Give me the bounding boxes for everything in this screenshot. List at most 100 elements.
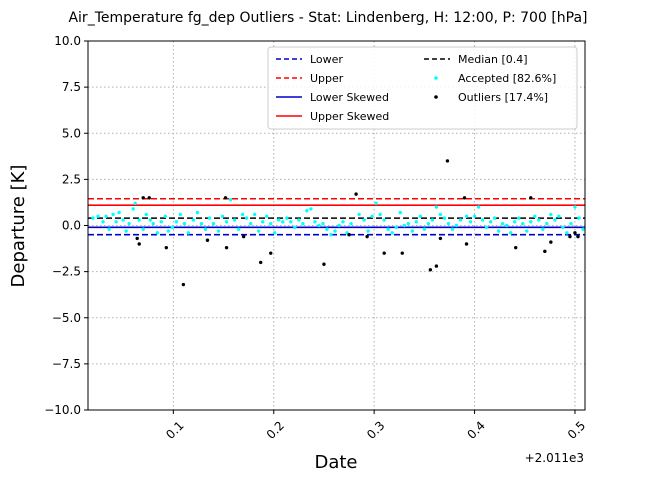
accepted-point [541, 227, 545, 231]
accepted-point [406, 221, 410, 226]
x-tick-label: 0.4 [464, 418, 487, 441]
accepted-point [133, 201, 137, 206]
accepted-point [496, 229, 501, 233]
accepted-point [458, 218, 463, 222]
y-tick-label: 10.0 [54, 34, 81, 48]
accepted-point [398, 210, 402, 215]
y-tick-label: 0.0 [62, 219, 81, 233]
accepted-point [174, 220, 179, 224]
accepted-point [101, 220, 105, 224]
accepted-point [273, 231, 277, 235]
accepted-point [446, 221, 451, 226]
accepted-point [378, 212, 382, 217]
accepted-point [163, 214, 168, 218]
accepted-point [430, 218, 435, 222]
y-tick-label: −2.5 [52, 265, 81, 279]
outlier-point [141, 196, 145, 200]
outlier-point [464, 242, 469, 246]
y-tick-label: 5.0 [62, 126, 81, 140]
x-tick-label: 0.3 [364, 418, 387, 441]
accepted-point [131, 207, 135, 211]
accepted-point [261, 220, 265, 224]
accepted-point [207, 216, 212, 220]
y-tick-label: −5.0 [52, 311, 81, 325]
outlier-point [400, 251, 404, 255]
accepted-point [325, 227, 329, 231]
accepted-point [159, 220, 163, 224]
y-tick-label: −10.0 [44, 403, 81, 417]
outlier-point [147, 196, 151, 200]
accepted-point [248, 221, 253, 226]
accepted-point [476, 205, 481, 209]
outlier-point [428, 268, 433, 272]
legend: Lower Upper Lower Skewed Upper Skewed Median… [267, 46, 578, 130]
accepted-point [577, 216, 581, 220]
accepted-point [285, 216, 289, 220]
accepted-point [573, 205, 577, 209]
accepted-point [484, 225, 489, 230]
accepted-point [244, 216, 249, 220]
outlier-point [462, 196, 467, 200]
accepted-point [492, 216, 497, 220]
accepted-point [321, 221, 325, 226]
outlier-point [347, 233, 351, 237]
accepted-point [191, 218, 196, 222]
x-offset-label: +2.011e3 [525, 451, 584, 465]
accepted-point [557, 214, 561, 218]
threshold-lines [88, 197, 585, 236]
accepted-point [362, 218, 366, 222]
accepted-point [91, 216, 95, 220]
accepted-point [450, 227, 455, 231]
accepted-point [211, 221, 216, 226]
accepted-point [170, 225, 175, 230]
accepted-point [141, 227, 145, 231]
accepted-point [509, 231, 513, 235]
outlier-point [181, 282, 186, 287]
accepted-point [104, 214, 108, 218]
x-tick-label: 0.5 [565, 418, 588, 441]
legend-label: Upper [310, 72, 344, 85]
accepted-point [422, 227, 427, 231]
accepted-point [232, 218, 237, 222]
legend-label: Lower [310, 53, 343, 66]
accepted-point [155, 231, 159, 235]
accepted-point [297, 218, 301, 222]
accepted-point [277, 218, 281, 222]
accepted-point [309, 207, 313, 211]
outlier-point [322, 262, 326, 266]
legend-label: Lower Skewed [310, 91, 389, 104]
outlier-point [164, 245, 169, 250]
accepted-point [569, 221, 573, 226]
accepted-point [464, 214, 469, 218]
accepted-point [117, 210, 121, 215]
y-axis-label: Departure [K] [8, 165, 29, 288]
y-tick-label: −7.5 [52, 357, 81, 371]
accepted-point [468, 220, 473, 224]
outlier-point [269, 251, 273, 255]
accepted-point [357, 212, 361, 217]
accepted-point [124, 229, 128, 233]
accepted-point [370, 214, 374, 218]
outlier-point [549, 240, 553, 244]
accepted-point [581, 227, 585, 231]
accepted-point [220, 214, 225, 218]
accepted-point [317, 223, 321, 228]
legend-label: Accepted [82.6%] [458, 72, 556, 85]
outlier-point [434, 264, 439, 268]
accepted-point [525, 229, 529, 233]
outlier-point [241, 234, 246, 239]
accepted-point [199, 221, 204, 226]
outlier-point [224, 245, 229, 250]
accepted-point [216, 229, 221, 233]
accepted-point [281, 220, 285, 224]
accepted-point [418, 214, 423, 218]
accepted-point [402, 223, 406, 228]
accepted-point [366, 229, 370, 233]
accepted-point [151, 221, 155, 226]
accepted-point [521, 221, 525, 226]
accepted-point [337, 223, 341, 228]
accepted-point [121, 218, 125, 222]
outlier-point [205, 238, 210, 242]
outlier-point [514, 245, 518, 250]
accepted-point [410, 229, 415, 233]
